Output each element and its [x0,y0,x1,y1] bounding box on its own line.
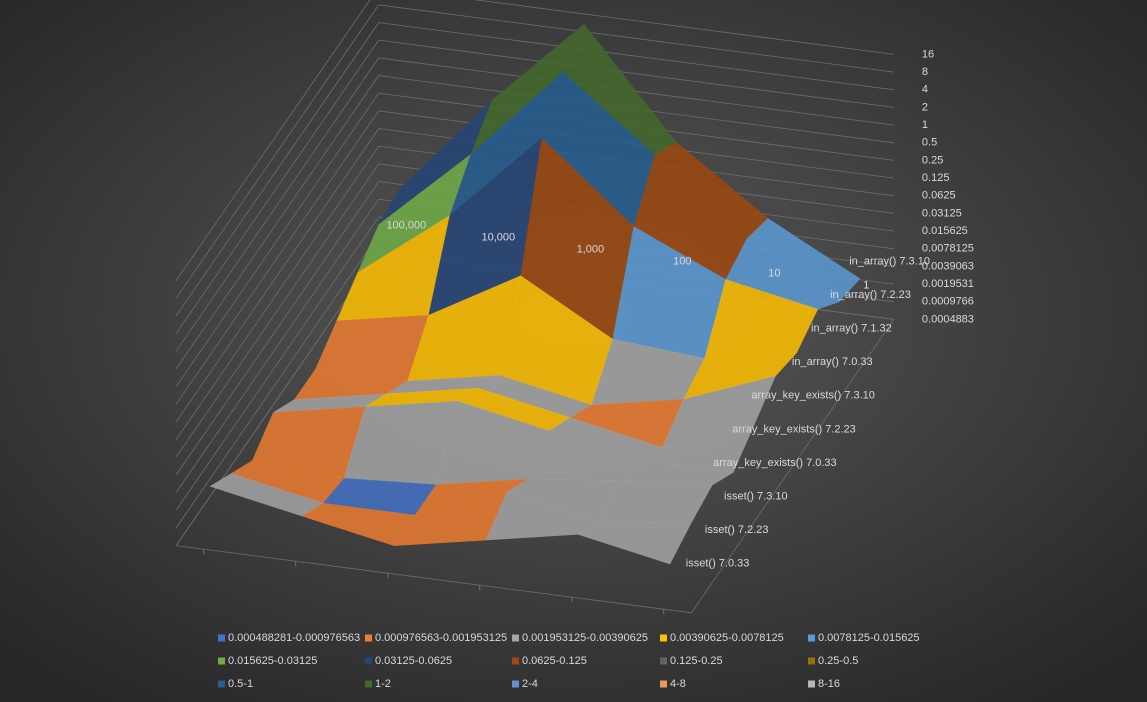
series-label: in_array() 7.3.10 [849,256,930,268]
series-label: in_array() 7.0.33 [792,356,873,368]
series-label: isset() 7.0.33 [686,558,750,570]
legend-swatch [218,634,225,642]
z-tick-label: 16 [922,48,934,60]
legend-swatch [218,657,225,665]
series-label: in_array() 7.1.32 [811,323,892,335]
legend-label: 1-2 [375,678,391,690]
z-tick-label: 1 [922,119,928,131]
legend-swatch [660,657,667,665]
x-tick-label: 10,000 [482,232,516,244]
x-tick-label: 1 [863,280,869,292]
legend-label: 8-16 [818,678,840,690]
legend-swatch [808,634,815,642]
z-tick-label: 4 [922,84,928,96]
legend-label: 0.015625-0.03125 [228,655,317,667]
x-tick-label: 100 [673,256,691,268]
legend-swatch [512,680,519,688]
legend-swatch [365,634,372,642]
legend-swatch [660,634,667,642]
surface-patch [577,521,692,565]
z-tick-label: 0.03125 [922,207,962,219]
legend-label: 0.00390625-0.0078125 [670,632,784,644]
z-tick-label: 0.0078125 [922,243,974,255]
grid-line [175,57,894,352]
x-tick-label: 100,000 [386,220,426,232]
grid-line [175,110,894,405]
z-tick-label: 0.5 [922,137,937,149]
legend-swatch [365,680,372,688]
legend-label: 0.0078125-0.015625 [818,632,920,644]
z-tick-label: 2 [922,101,928,113]
z-tick-label: 0.25 [922,154,943,166]
grid-line [175,39,894,334]
legend-label: 0.0625-0.125 [522,655,587,667]
legend-label: 0.125-0.25 [670,655,723,667]
legend-label: 0.03125-0.0625 [375,655,452,667]
legend-label: 0.5-1 [228,678,253,690]
z-tick-label: 0.0019531 [922,278,974,290]
legend-swatch [512,657,519,665]
series-label: in_array() 7.2.23 [830,289,911,301]
legend-label: 4-8 [670,678,686,690]
z-tick-label: 0.0625 [922,190,956,202]
grid-line [175,4,894,299]
z-tick-label: 0.0009766 [922,296,974,308]
grid-line [175,75,894,370]
z-tick-label: 8 [922,66,928,78]
legend-label: 0.000488281-0.000976563 [228,632,360,644]
series-label: array_key_exists() 7.0.33 [713,457,837,469]
floor [175,251,895,614]
series-label: isset() 7.2.23 [705,524,769,536]
z-tick-label: 0.125 [922,172,950,184]
series-label: array_key_exists() 7.3.10 [751,390,875,402]
grid-line [175,128,894,423]
series-label: array_key_exists() 7.2.23 [732,423,856,435]
grid-line [175,0,894,281]
legend-label: 0.001953125-0.00390625 [522,632,648,644]
grid-line [175,92,894,387]
z-tick-label: 0.0039063 [922,260,974,272]
legend-label: 2-4 [522,678,538,690]
z-tick-label: 0.015625 [922,225,968,237]
x-tick-label: 10 [768,268,780,280]
legend-swatch [512,634,519,642]
z-tick-label: 0.0004883 [922,313,974,325]
x-tick-label: 1,000 [577,244,605,256]
legend-swatch [808,680,815,688]
legend-swatch [365,657,372,665]
legend-label: 0.000976563-0.001953125 [375,632,507,644]
legend-swatch [660,680,667,688]
series-label: isset() 7.3.10 [724,490,788,502]
legend-label: 0.25-0.5 [818,655,858,667]
legend-swatch [808,657,815,665]
grid-line [175,22,894,317]
legend-swatch [218,680,225,688]
